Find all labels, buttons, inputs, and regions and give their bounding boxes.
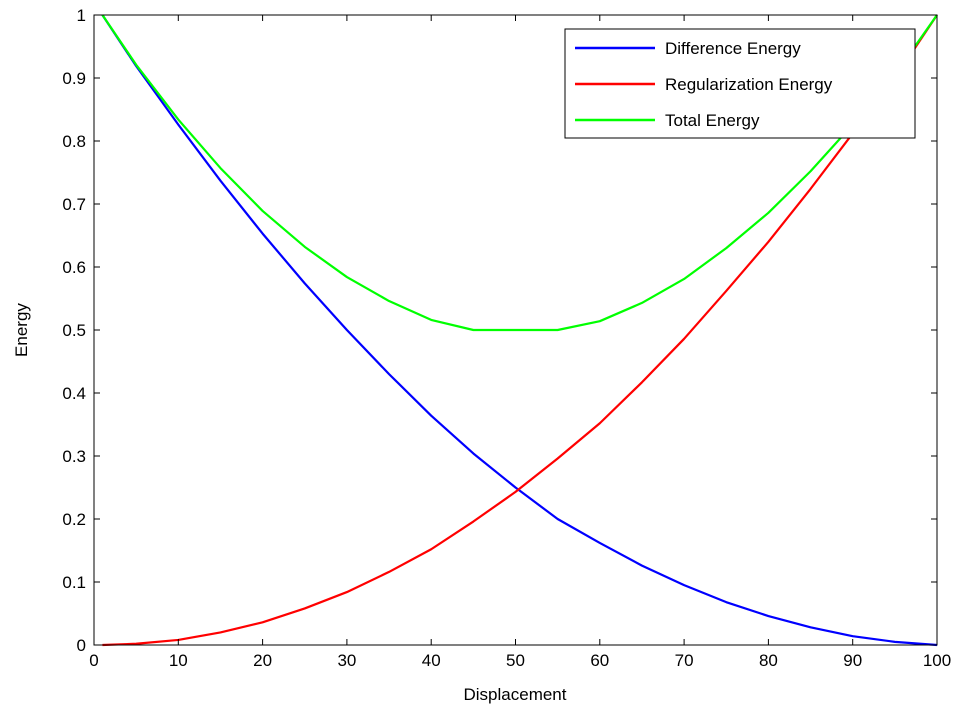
y-tick-label: 0.1 (62, 573, 86, 592)
legend: Difference Energy Regularization Energy To… (564, 28, 916, 139)
x-tick-label: 50 (506, 651, 525, 670)
y-axis-label: Energy (12, 303, 31, 357)
x-tick-label: 0 (89, 651, 98, 670)
y-tick-label: 0.9 (62, 69, 86, 88)
legend-label-1: Difference Energy (665, 39, 801, 58)
y-tick-label: 0.3 (62, 447, 86, 466)
x-tick-label: 40 (422, 651, 441, 670)
x-axis-label: Displacement (464, 685, 567, 704)
legend-items: Difference Energy Regularization Energy To… (575, 39, 833, 130)
series-line-2 (102, 14, 938, 647)
x-tick-label: 60 (590, 651, 609, 670)
legend-label-2: Regularization Energy (665, 75, 833, 94)
tick-layer: 0 10 20 30 40 50 60 70 80 90 100 0 0.1 0.2 0.3 0.4 0.5 0.… (62, 6, 951, 670)
x-tick-label: 100 (923, 651, 951, 670)
y-tick-label: 0.8 (62, 132, 86, 151)
y-tick-label: 0.5 (62, 321, 86, 340)
series-layer (101, 14, 938, 647)
y-tick-label: 0.7 (62, 195, 86, 214)
x-tick-label: 30 (337, 651, 356, 670)
series-line-1 (101, 14, 938, 647)
x-tick-label: 80 (759, 651, 778, 670)
x-tick-label: 20 (253, 651, 272, 670)
y-tick-label: 0.6 (62, 258, 86, 277)
y-tick-label: 1 (77, 6, 86, 25)
x-tick-label: 10 (169, 651, 188, 670)
series-line-3 (101, 14, 938, 332)
y-tick-label: 0.4 (62, 384, 86, 403)
x-tick-label: 90 (843, 651, 862, 670)
legend-label-3: Total Energy (665, 111, 760, 130)
y-tick-label: 0 (77, 636, 86, 655)
x-tick-label: 70 (675, 651, 694, 670)
y-tick-label: 0.2 (62, 510, 86, 529)
